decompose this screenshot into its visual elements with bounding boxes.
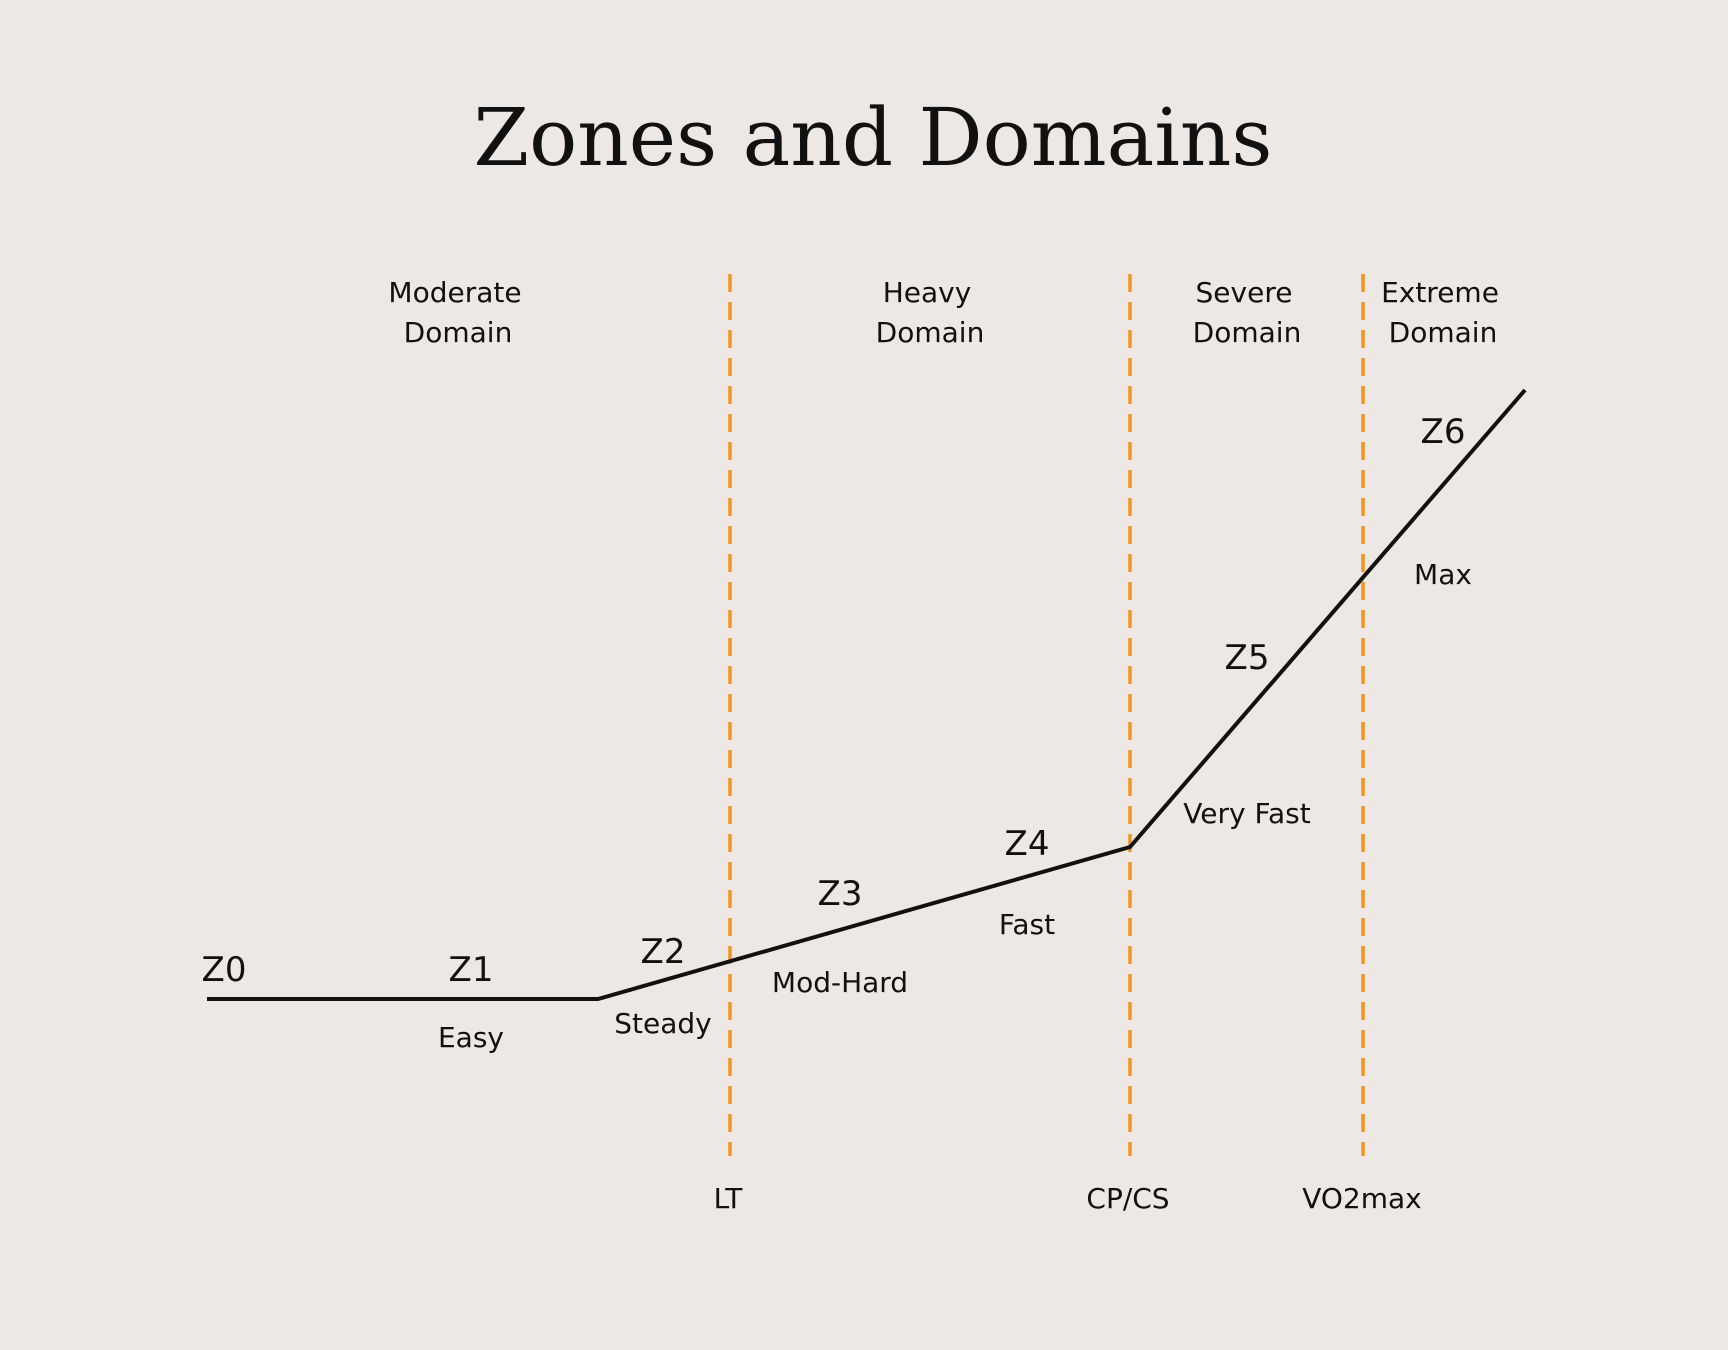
- domain-labels: Moderate Domain Heavy Domain Severe Doma…: [388, 276, 1499, 349]
- zone-label-z2: Z2: [641, 932, 686, 972]
- effort-labels: Easy Steady Mod-Hard Fast Very Fast Max: [438, 558, 1472, 1054]
- page-title: Zones and Domains: [474, 91, 1273, 184]
- effort-label-z2: Steady: [614, 1007, 711, 1040]
- zone-label-z6: Z6: [1421, 412, 1466, 452]
- threshold-label-vo2max: VO2max: [1302, 1182, 1422, 1215]
- domain-extreme-line2: Domain: [1389, 316, 1498, 349]
- threshold-lines: [728, 274, 1365, 1156]
- effort-label-z3: Mod-Hard: [772, 966, 908, 999]
- effort-label-z6: Max: [1414, 558, 1472, 591]
- threshold-labels: LT CP/CS VO2max: [714, 1182, 1422, 1215]
- threshold-label-lt: LT: [714, 1182, 744, 1215]
- zone-label-z4: Z4: [1005, 824, 1050, 864]
- domain-extreme-line1: Extreme: [1381, 276, 1499, 309]
- domain-moderate-line2: Domain: [404, 316, 513, 349]
- zone-label-z5: Z5: [1225, 638, 1270, 678]
- threshold-label-cpcs: CP/CS: [1086, 1182, 1169, 1215]
- zone-label-z1: Z1: [449, 950, 494, 990]
- domain-severe-line1: Severe: [1196, 276, 1293, 309]
- effort-label-z5: Very Fast: [1183, 797, 1310, 830]
- domain-moderate-line1: Moderate: [388, 276, 521, 309]
- effort-label-z1: Easy: [438, 1021, 504, 1054]
- zone-label-z0: Z0: [202, 950, 247, 990]
- domain-heavy-line1: Heavy: [883, 276, 972, 309]
- domain-heavy-line2: Domain: [876, 316, 985, 349]
- domain-severe-line2: Domain: [1193, 316, 1302, 349]
- intensity-curve: [207, 388, 1527, 1001]
- effort-label-z4: Fast: [999, 908, 1055, 941]
- zone-labels: Z0 Z1 Z2 Z3 Z4 Z5 Z6: [202, 412, 1466, 990]
- zone-label-z3: Z3: [818, 874, 863, 914]
